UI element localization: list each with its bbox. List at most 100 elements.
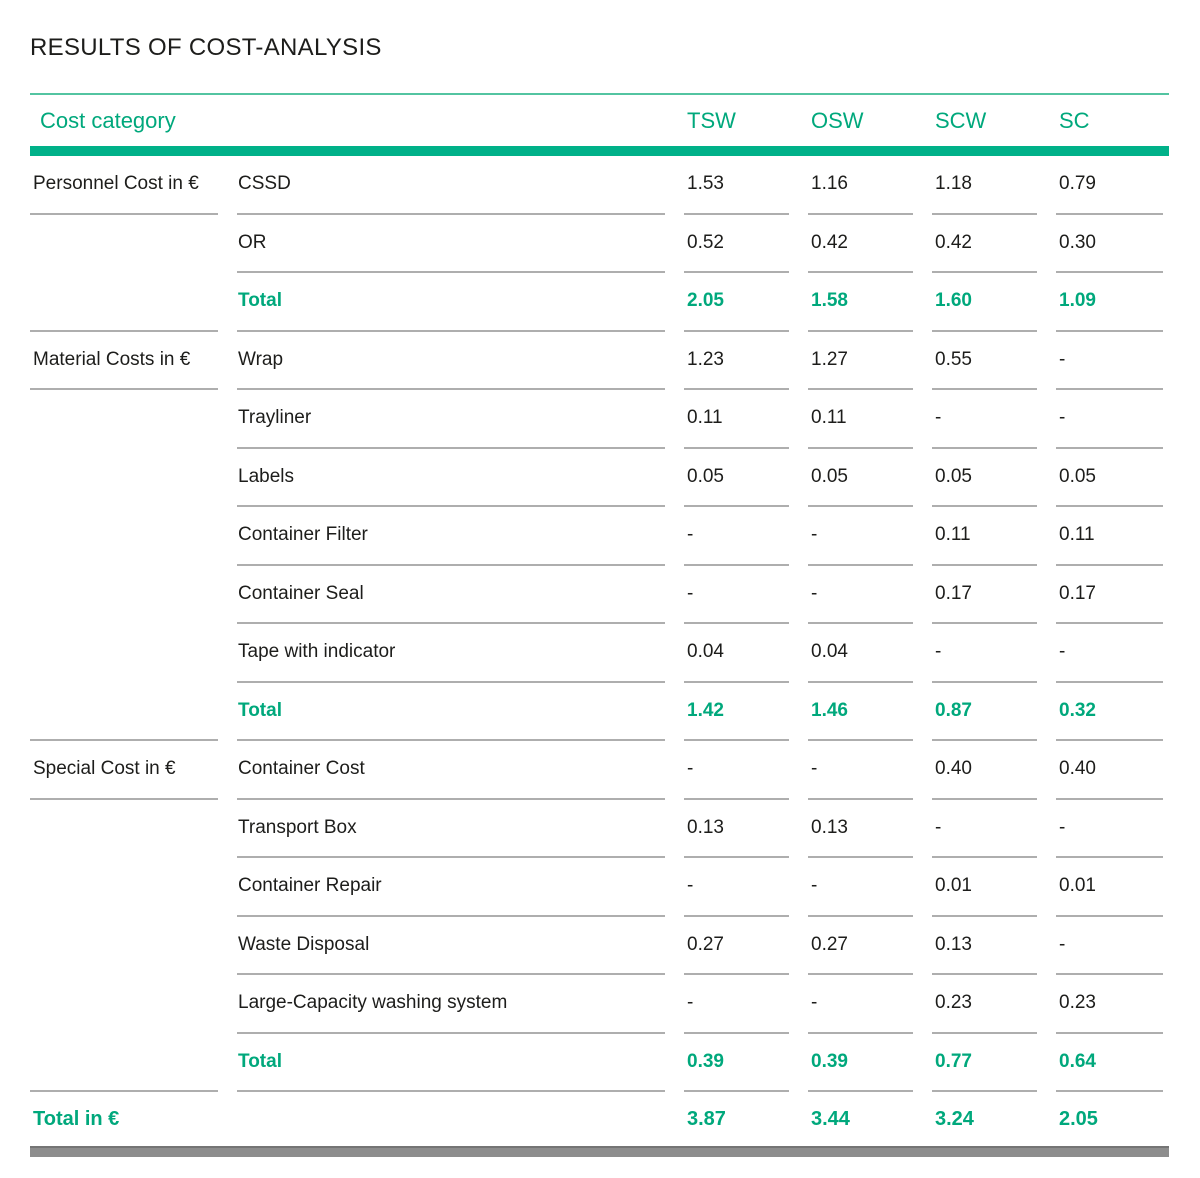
category-cell	[30, 624, 218, 683]
table-row-material-total: Total 1.42 1.46 0.87 0.32	[30, 683, 1169, 741]
value-cell-osw: -	[808, 858, 913, 917]
value-cell-tsw: 0.39	[684, 1034, 789, 1092]
grand-total-label: Total in €	[33, 1107, 120, 1130]
item-cell: Container Seal	[237, 566, 665, 624]
table-row-container-filter: Container Filter - - 0.11 0.11	[30, 507, 1169, 566]
table-row-cssd: Personnel Cost in € CSSD 1.53 1.16 1.18 …	[30, 156, 1169, 215]
value-cell-osw: 1.46	[808, 683, 913, 741]
header-cost-category: Cost category	[40, 107, 176, 133]
page-title: RESULTS OF COST-ANALYSIS	[30, 34, 382, 61]
table-bottom-bar	[30, 1146, 1169, 1157]
item-cell: Wrap	[237, 332, 665, 390]
value-cell-scw: 0.01	[932, 858, 1037, 917]
table-row-container-seal: Container Seal - - 0.17 0.17	[30, 566, 1169, 625]
value-cell-tsw: 0.04	[684, 624, 789, 683]
table-footer-row: Total in € 3.87 3.44 3.24 2.05	[30, 1092, 1169, 1146]
header-col-tsw: TSW	[687, 107, 736, 133]
grand-total-scw: 3.24	[935, 1107, 974, 1130]
table-row-transport-box: Transport Box 0.13 0.13 - -	[30, 800, 1169, 859]
value-cell-sc: 0.11	[1056, 507, 1163, 566]
value-cell-sc: 0.01	[1056, 858, 1163, 917]
value-cell-scw: 0.42	[932, 215, 1037, 273]
table-row-container-cost: Special Cost in € Container Cost - - 0.4…	[30, 741, 1169, 800]
category-cell	[30, 858, 218, 917]
table-row-container-repair: Container Repair - - 0.01 0.01	[30, 858, 1169, 917]
category-cell	[30, 566, 218, 625]
item-cell: Trayliner	[237, 390, 665, 449]
value-cell-scw: 0.23	[932, 975, 1037, 1034]
table-header-row: Cost category TSW OSW SCW SC	[30, 95, 1169, 146]
table-row-wrap: Material Costs in € Wrap 1.23 1.27 0.55 …	[30, 332, 1169, 390]
item-cell: OR	[237, 215, 665, 273]
value-cell-osw: 0.13	[808, 800, 913, 858]
value-cell-osw: -	[808, 741, 913, 800]
value-cell-tsw: 1.23	[684, 332, 789, 390]
value-cell-scw: 1.60	[932, 273, 1037, 332]
item-cell: Transport Box	[237, 800, 665, 858]
value-cell-sc: 0.05	[1056, 449, 1163, 507]
value-cell-osw: 1.16	[808, 156, 913, 215]
table-row-special-total: Total 0.39 0.39 0.77 0.64	[30, 1034, 1169, 1092]
header-col-sc: SC	[1059, 107, 1090, 133]
value-cell-tsw: 2.05	[684, 273, 789, 332]
item-cell-empty	[237, 1092, 665, 1146]
item-cell: CSSD	[237, 156, 665, 215]
grand-total-tsw: 3.87	[687, 1107, 726, 1130]
value-cell-osw: 0.11	[808, 390, 913, 449]
value-cell-osw: 0.05	[808, 449, 913, 507]
item-cell: Container Repair	[237, 858, 665, 917]
value-cell-scw: 0.13	[932, 917, 1037, 975]
category-cell: Special Cost in €	[30, 741, 218, 800]
value-cell-sc: 0.17	[1056, 566, 1163, 624]
value-cell-sc: -	[1056, 917, 1163, 975]
grand-total-sc: 2.05	[1059, 1107, 1098, 1130]
value-cell-sc: 0.23	[1056, 975, 1163, 1034]
value-cell-sc: 0.40	[1056, 741, 1163, 800]
item-cell: Container Filter	[237, 507, 665, 566]
value-cell-tsw: 0.13	[684, 800, 789, 858]
value-cell-tsw: -	[684, 975, 789, 1034]
item-cell: Container Cost	[237, 741, 665, 800]
value-cell-osw: 1.27	[808, 332, 913, 390]
value-cell-sc: -	[1056, 800, 1163, 858]
table-row-or: OR 0.52 0.42 0.42 0.30	[30, 215, 1169, 274]
value-cell-scw: -	[932, 800, 1037, 858]
table-row-waste-disposal: Waste Disposal 0.27 0.27 0.13 -	[30, 917, 1169, 975]
value-cell-tsw: -	[684, 741, 789, 800]
category-cell	[30, 800, 218, 859]
header-col-osw: OSW	[811, 107, 864, 133]
value-cell-scw: 0.17	[932, 566, 1037, 624]
item-cell: Total	[237, 273, 665, 332]
item-cell: Labels	[237, 449, 665, 507]
category-cell: Material Costs in €	[30, 332, 218, 390]
value-cell-tsw: 1.53	[684, 156, 789, 215]
value-cell-tsw: -	[684, 566, 789, 624]
value-cell-scw: 0.87	[932, 683, 1037, 741]
value-cell-scw: 0.05	[932, 449, 1037, 507]
category-cell	[30, 975, 218, 1034]
value-cell-sc: 0.32	[1056, 683, 1163, 741]
value-cell-sc: -	[1056, 390, 1163, 449]
grand-total-osw: 3.44	[811, 1107, 850, 1130]
value-cell-sc: -	[1056, 332, 1163, 390]
category-cell	[30, 449, 218, 508]
header-col-scw: SCW	[935, 107, 987, 133]
item-cell: Total	[237, 1034, 665, 1092]
value-cell-sc: 1.09	[1056, 273, 1163, 332]
item-cell: Tape with indicator	[237, 624, 665, 683]
category-cell	[30, 507, 218, 566]
value-cell-scw: -	[932, 390, 1037, 449]
item-cell: Waste Disposal	[237, 917, 665, 975]
value-cell-osw: -	[808, 566, 913, 624]
value-cell-osw: 1.58	[808, 273, 913, 332]
value-cell-tsw: 1.42	[684, 683, 789, 741]
category-cell	[30, 215, 218, 274]
category-cell: Personnel Cost in €	[30, 156, 218, 215]
value-cell-tsw: 0.05	[684, 449, 789, 507]
table-row-trayliner: Trayliner 0.11 0.11 - -	[30, 390, 1169, 449]
value-cell-sc: 0.30	[1056, 215, 1163, 273]
cost-analysis-table: Cost category TSW OSW SCW SC Personnel C…	[30, 93, 1169, 1157]
category-cell	[30, 273, 218, 332]
header-underline-bar	[30, 146, 1169, 156]
